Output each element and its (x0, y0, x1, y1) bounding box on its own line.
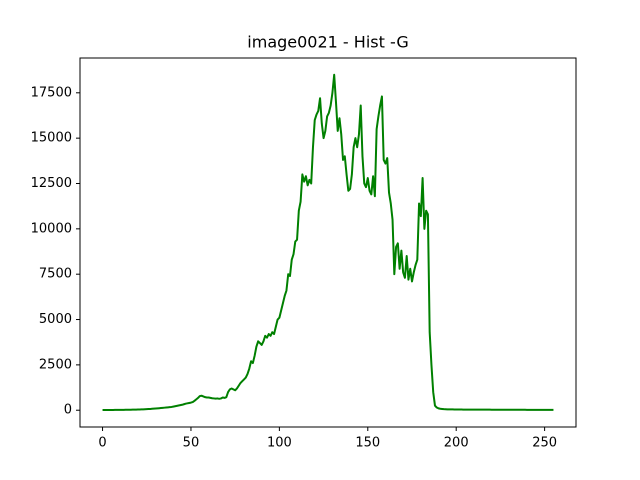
x-tick-label: 0 (98, 436, 106, 451)
x-tick-label: 150 (355, 436, 380, 451)
y-tick-label: 17500 (31, 85, 72, 100)
x-tick-label: 50 (183, 436, 200, 451)
y-tick-label: 10000 (31, 221, 72, 236)
plot-frame (79, 57, 577, 428)
y-tick-label: 5000 (39, 312, 72, 327)
chart-title: image0021 - Hist -G (247, 33, 408, 52)
y-tick-label: 0 (64, 403, 72, 418)
y-tick-label: 7500 (39, 267, 72, 282)
x-tick-label: 100 (267, 436, 292, 451)
x-tick-label: 200 (444, 436, 469, 451)
y-tick-label: 12500 (31, 176, 72, 191)
y-tick-label: 2500 (39, 357, 72, 372)
x-tick-label: 250 (532, 436, 557, 451)
y-tick-label: 15000 (31, 131, 72, 146)
line-series (102, 73, 554, 412)
